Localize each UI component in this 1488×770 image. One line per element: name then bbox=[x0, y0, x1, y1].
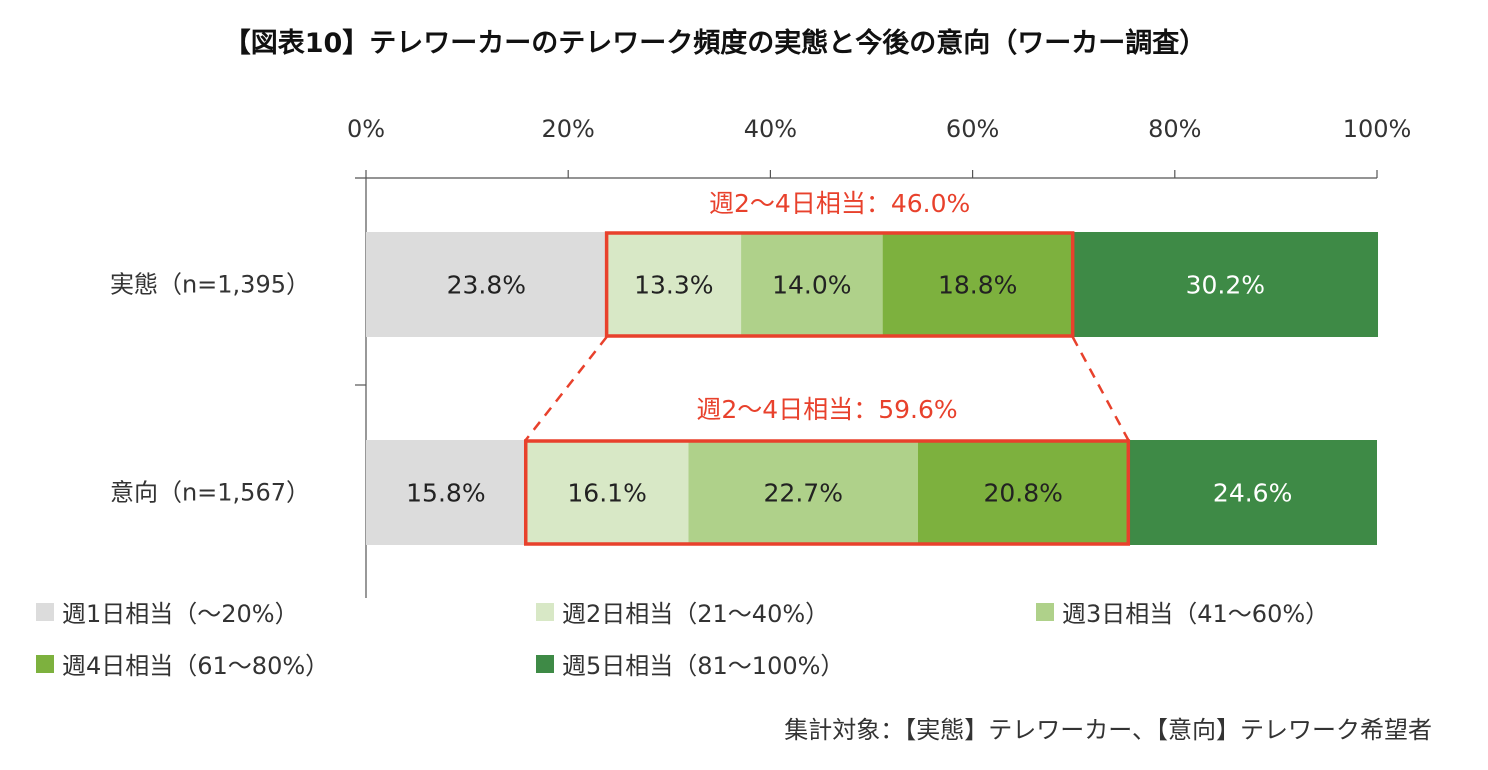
data-label: 23.8% bbox=[447, 271, 526, 300]
x-tick-label: 20% bbox=[542, 115, 595, 143]
callout-label: 週2～4日相当：46.0% bbox=[709, 189, 970, 218]
highlight-box bbox=[604, 231, 1075, 338]
data-label: 22.7% bbox=[764, 479, 843, 508]
plot-area: 実態（n=1,395） 23.8% 13.3% 14.0% 18.8% 30.2% 週2～4… bbox=[110, 189, 1379, 546]
category-label: 意向（n=1,567） bbox=[110, 479, 310, 507]
legend-label: 週2日相当（21～40%） bbox=[562, 600, 829, 628]
data-label: 15.8% bbox=[406, 479, 485, 508]
legend-swatch bbox=[36, 655, 54, 673]
legend-swatch bbox=[536, 603, 554, 621]
highlight-box bbox=[523, 439, 1131, 546]
legend-swatch bbox=[36, 603, 54, 621]
data-label: 14.0% bbox=[772, 271, 851, 300]
data-label: 16.1% bbox=[567, 479, 646, 508]
bar-segment bbox=[366, 440, 526, 545]
x-tick-label: 40% bbox=[744, 115, 797, 143]
data-label: 20.8% bbox=[983, 479, 1062, 508]
legend-label: 週5日相当（81～100%） bbox=[562, 652, 844, 680]
x-tick-label: 0% bbox=[347, 115, 385, 143]
data-label: 24.6% bbox=[1213, 479, 1292, 508]
bar-segment bbox=[606, 232, 742, 337]
source-note: 集計対象：【実態】テレワーカー、【意向】テレワーク希望者 bbox=[784, 716, 1432, 744]
legend-label: 週1日相当（～20%） bbox=[62, 600, 299, 628]
legend-swatch bbox=[536, 655, 554, 673]
bar-segment bbox=[1128, 440, 1377, 545]
data-label: 30.2% bbox=[1186, 271, 1265, 300]
x-axis: 0% 20% 40% 60% 80% 100% bbox=[347, 115, 1411, 598]
legend-swatch bbox=[1036, 603, 1054, 621]
data-label: 18.8% bbox=[938, 271, 1017, 300]
callout-label: 週2～4日相当：59.6% bbox=[696, 395, 957, 424]
bar-segment bbox=[1072, 232, 1379, 337]
legend: 週1日相当（～20%） 週2日相当（21～40%） 週3日相当（41～60%） 週4日… bbox=[36, 600, 1329, 680]
bar-segment bbox=[882, 232, 1073, 337]
connector-line bbox=[524, 336, 608, 441]
bar-segment bbox=[688, 440, 919, 545]
chart-title: 【図表10】テレワーカーのテレワーク頻度の実態と今後の意向（ワーカー調査） bbox=[224, 27, 1207, 59]
x-tick-label: 80% bbox=[1148, 115, 1201, 143]
connector-line bbox=[1071, 336, 1130, 441]
x-tick-label: 100% bbox=[1343, 115, 1412, 143]
category-label: 実態（n=1,395） bbox=[110, 271, 310, 299]
data-label: 13.3% bbox=[634, 271, 713, 300]
bar-segment bbox=[741, 232, 883, 337]
bar-segment bbox=[525, 440, 689, 545]
legend-label: 週3日相当（41～60%） bbox=[1062, 600, 1329, 628]
bar-segment bbox=[366, 232, 607, 337]
legend-label: 週4日相当（61～80%） bbox=[62, 652, 329, 680]
x-tick-label: 60% bbox=[946, 115, 999, 143]
bar-segment bbox=[918, 440, 1129, 545]
